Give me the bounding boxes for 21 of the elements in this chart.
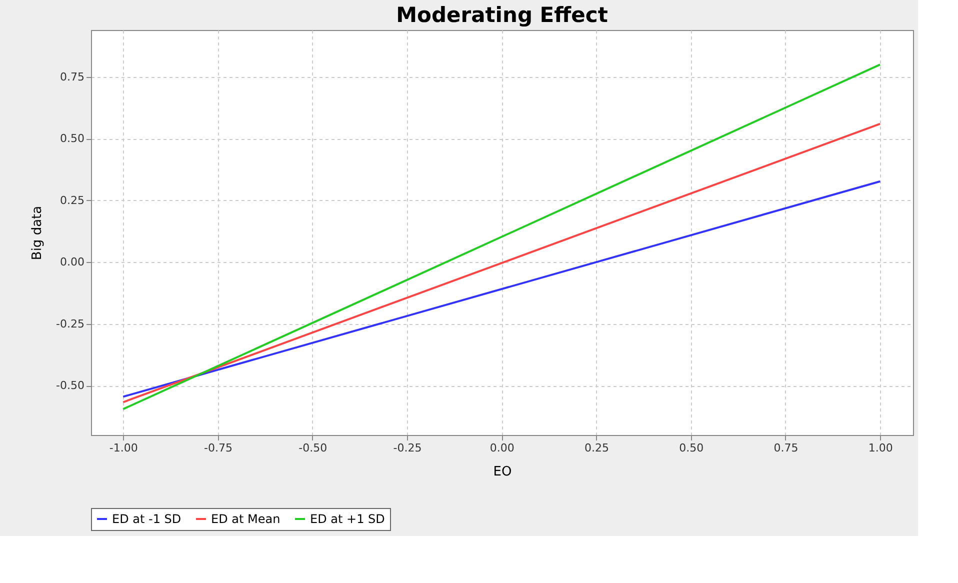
y-tick-label: 0.75 [60, 70, 84, 84]
legend-label: ED at +1 SD [310, 512, 385, 526]
y-tick-label: -0.25 [56, 317, 84, 330]
y-tick-label: 0.00 [60, 256, 84, 269]
x-tick-label: -0.25 [393, 442, 422, 454]
x-tick-label: 0.25 [584, 442, 609, 454]
chart-title: Moderating Effect [396, 3, 608, 27]
y-tick-label: -0.50 [56, 379, 84, 392]
y-axis-title: Big data [30, 206, 46, 260]
y-tick-label: 0.25 [60, 194, 84, 207]
x-tick-label: -1.00 [109, 442, 138, 454]
x-tick-label: 1.00 [868, 442, 893, 454]
y-tick-label: 0.50 [60, 132, 84, 146]
x-tick-label: -0.50 [298, 442, 328, 454]
legend-label: ED at -1 SD [112, 512, 182, 526]
legend-label: ED at Mean [211, 512, 280, 526]
x-tick-label: 0.75 [774, 442, 798, 454]
x-tick-label: -0.75 [204, 442, 233, 454]
x-tick-label: 0.50 [679, 442, 704, 454]
x-tick-label: 0.00 [490, 442, 514, 454]
x-axis-title: EO [493, 464, 512, 480]
